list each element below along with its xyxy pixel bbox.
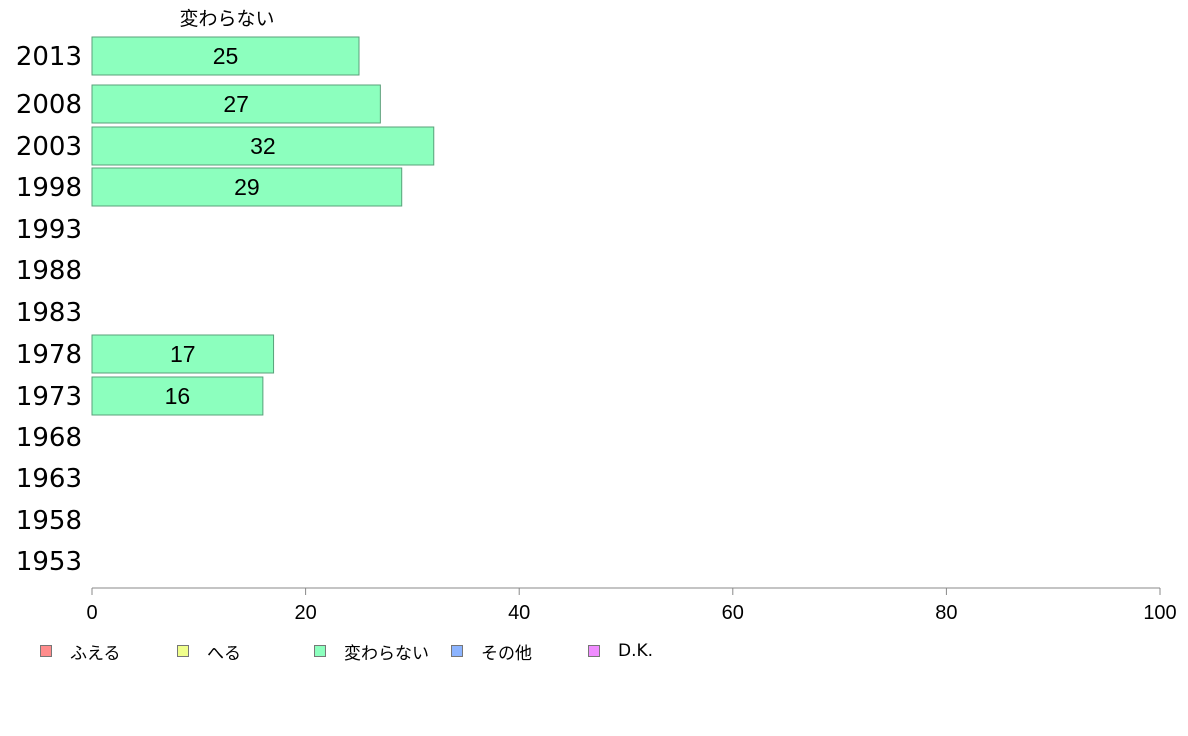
category-label: 1993: [16, 215, 82, 245]
legend-swatch: [588, 645, 600, 657]
x-tick-label: 20: [294, 602, 316, 624]
category-label: 1963: [16, 464, 82, 494]
legend-item-dk: D.K.: [588, 640, 653, 662]
legend-item-fueru: ふえる: [40, 640, 121, 664]
category-label: 1978: [16, 340, 82, 370]
legend-swatch: [40, 645, 52, 657]
bar: [91, 126, 435, 166]
x-tick-label: 0: [86, 602, 97, 624]
legend-item-sonota: その他: [451, 640, 532, 664]
legend-label: ふえる: [70, 643, 121, 664]
data-label: 16: [165, 383, 191, 409]
category-label: 1958: [16, 506, 82, 536]
category-label: 2008: [16, 90, 82, 120]
data-label: 17: [170, 341, 196, 367]
category-label: 1988: [16, 256, 82, 286]
bar: [91, 376, 264, 416]
legend-label: 変わらない: [344, 643, 429, 664]
data-label: 25: [213, 43, 239, 69]
bar: [91, 36, 360, 76]
category-label: 1973: [16, 382, 82, 412]
bar: [91, 84, 381, 124]
category-label: 1953: [16, 547, 82, 577]
category-label: 2013: [16, 42, 82, 72]
category-label: 1983: [16, 298, 82, 328]
bar: [91, 334, 275, 374]
legend-swatch: [177, 645, 189, 657]
series-title: 変わらない: [179, 8, 275, 30]
x-tick-label: 80: [935, 602, 957, 624]
legend-swatch: [451, 645, 463, 657]
bar: [91, 167, 403, 207]
category-label: 2003: [16, 132, 82, 162]
x-tick-label: 40: [508, 602, 530, 624]
legend-label: その他: [481, 643, 532, 664]
x-tick-label: 100: [1143, 602, 1176, 624]
legend-label: D.K.: [618, 641, 654, 661]
legend-label: へる: [207, 643, 241, 664]
legend-item-heru: へる: [177, 640, 241, 664]
x-tick-label: 60: [722, 602, 744, 624]
legend-item-kawaranai: 変わらない: [314, 640, 429, 664]
data-label: 32: [250, 133, 276, 159]
category-label: 1998: [16, 173, 82, 203]
legend-swatch: [314, 645, 326, 657]
category-label: 1968: [16, 423, 82, 453]
data-label: 29: [234, 174, 260, 200]
data-label: 27: [223, 91, 249, 117]
